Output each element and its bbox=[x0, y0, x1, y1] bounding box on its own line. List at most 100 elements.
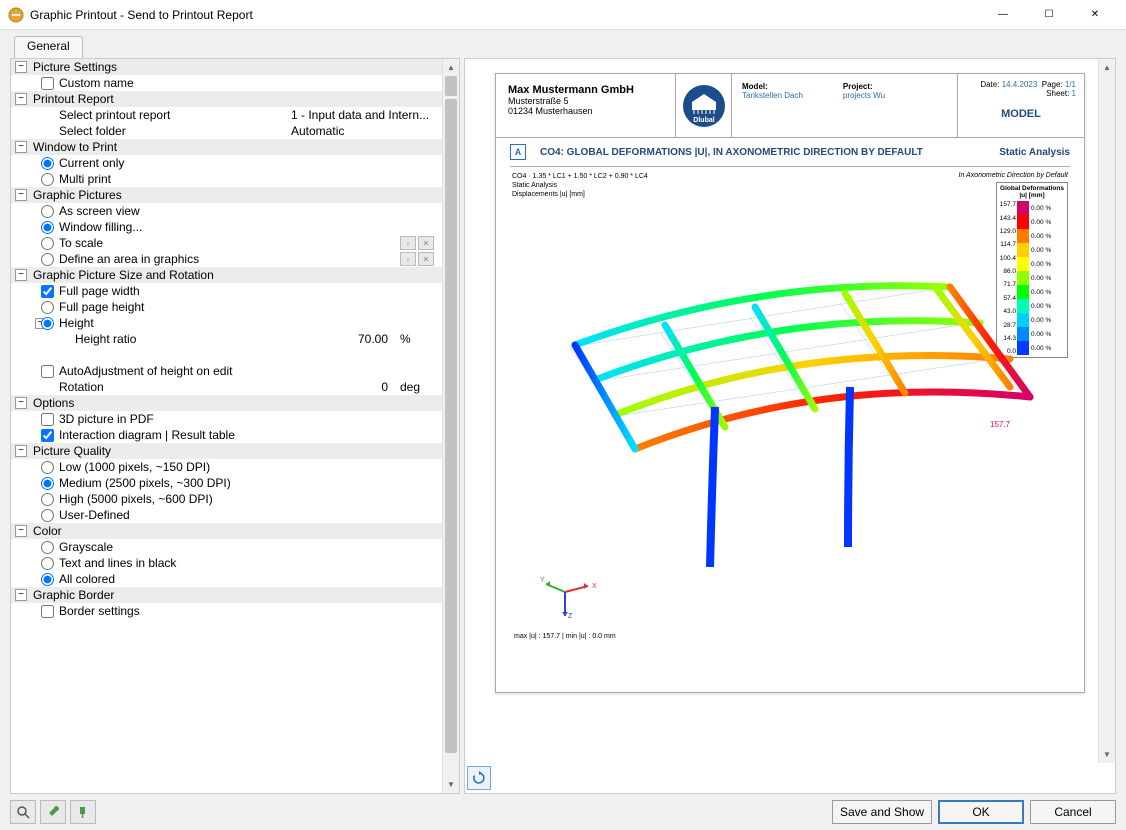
ok-button[interactable]: OK bbox=[938, 800, 1024, 824]
footer-bar: Save and Show OK Cancel bbox=[0, 794, 1126, 830]
scroll-up-icon[interactable]: ▲ bbox=[1099, 59, 1115, 76]
collapse-icon[interactable]: − bbox=[15, 93, 27, 105]
window-title: Graphic Printout - Send to Printout Repo… bbox=[30, 8, 980, 22]
scroll-up-icon[interactable]: ▲ bbox=[443, 59, 459, 76]
row-select-folder[interactable]: Select folder Automatic bbox=[11, 123, 442, 139]
collapse-icon[interactable]: − bbox=[15, 445, 27, 457]
row-custom-name[interactable]: Custom name bbox=[11, 75, 442, 91]
svg-text:Z: Z bbox=[568, 613, 573, 620]
current-only-radio[interactable] bbox=[41, 157, 54, 170]
section-graphic-pictures[interactable]: − Graphic Pictures bbox=[11, 187, 442, 203]
collapse-icon[interactable]: − bbox=[15, 141, 27, 153]
high-radio[interactable] bbox=[41, 493, 54, 506]
tab-general[interactable]: General bbox=[14, 36, 83, 58]
scroll-down-icon[interactable]: ▼ bbox=[443, 776, 459, 793]
section-printout-report[interactable]: − Printout Report bbox=[11, 91, 442, 107]
allcolored-radio[interactable] bbox=[41, 573, 54, 586]
auto-adjust-checkbox[interactable] bbox=[41, 365, 54, 378]
full-height-radio[interactable] bbox=[41, 301, 54, 314]
refresh-button[interactable] bbox=[467, 766, 491, 790]
low-radio[interactable] bbox=[41, 461, 54, 474]
row-high[interactable]: High (5000 pixels, ~600 DPI) bbox=[11, 491, 442, 507]
collapse-icon[interactable]: − bbox=[15, 61, 27, 73]
row-as-screen[interactable]: As screen view bbox=[11, 203, 442, 219]
tab-row: General bbox=[0, 30, 1126, 58]
svg-text:157.7: 157.7 bbox=[990, 420, 1011, 429]
maximize-button[interactable]: ☐ bbox=[1026, 0, 1072, 30]
minimize-button[interactable]: — bbox=[980, 0, 1026, 30]
doc-section-title: A CO4: GLOBAL DEFORMATIONS |U|, IN AXONO… bbox=[496, 138, 1084, 166]
multi-print-radio[interactable] bbox=[41, 173, 54, 186]
section-options[interactable]: − Options bbox=[11, 395, 442, 411]
picture3d-checkbox[interactable] bbox=[41, 413, 54, 426]
row-allcolored[interactable]: All colored bbox=[11, 571, 442, 587]
medium-radio[interactable] bbox=[41, 477, 54, 490]
section-letter-icon: A bbox=[510, 144, 526, 160]
settings-tree: − Picture Settings Custom name − Printou… bbox=[11, 59, 442, 793]
row-grayscale[interactable]: Grayscale bbox=[11, 539, 442, 555]
custom-name-checkbox[interactable] bbox=[41, 77, 54, 90]
row-define-area[interactable]: Define an area in graphics ▫✕ bbox=[11, 251, 442, 267]
left-scrollbar[interactable]: ▲ ▼ bbox=[442, 59, 459, 793]
cancel-button[interactable]: Cancel bbox=[1030, 800, 1116, 824]
settings-button[interactable] bbox=[40, 800, 66, 824]
document-page: Max Mustermann GmbH Musterstraße 5 01234… bbox=[495, 73, 1085, 693]
row-auto-adjust[interactable]: AutoAdjustment of height on edit bbox=[11, 363, 442, 379]
save-and-show-button[interactable]: Save and Show bbox=[832, 800, 932, 824]
scale-delete-icon[interactable]: ✕ bbox=[418, 236, 434, 250]
row-medium[interactable]: Medium (2500 pixels, ~300 DPI) bbox=[11, 475, 442, 491]
section-picture-quality[interactable]: − Picture Quality bbox=[11, 443, 442, 459]
section-graphic-border[interactable]: − Graphic Border bbox=[11, 587, 442, 603]
scroll-thumb[interactable] bbox=[445, 99, 457, 753]
deformation-render: 157.7 bbox=[520, 227, 1060, 607]
row-rotation[interactable]: Rotation 0 deg bbox=[11, 379, 442, 395]
scroll-down-icon[interactable]: ▼ bbox=[1099, 746, 1115, 763]
row-low[interactable]: Low (1000 pixels, ~150 DPI) bbox=[11, 459, 442, 475]
collapse-icon[interactable]: − bbox=[15, 189, 27, 201]
row-3d-pdf[interactable]: 3D picture in PDF bbox=[11, 411, 442, 427]
svg-text:Y: Y bbox=[540, 577, 545, 584]
to-scale-radio[interactable] bbox=[41, 237, 54, 250]
row-interaction[interactable]: Interaction diagram | Result table bbox=[11, 427, 442, 443]
scale-edit-icon[interactable]: ▫ bbox=[400, 236, 416, 250]
row-user[interactable]: User-Defined bbox=[11, 507, 442, 523]
define-area-radio[interactable] bbox=[41, 253, 54, 266]
section-size-rotation[interactable]: − Graphic Picture Size and Rotation bbox=[11, 267, 442, 283]
collapse-icon[interactable]: − bbox=[15, 589, 27, 601]
title-bar: Graphic Printout - Send to Printout Repo… bbox=[0, 0, 1126, 30]
section-window-to-print[interactable]: − Window to Print bbox=[11, 139, 442, 155]
row-textlines[interactable]: Text and lines in black bbox=[11, 555, 442, 571]
row-to-scale[interactable]: To scale ▫✕ bbox=[11, 235, 442, 251]
pin-button[interactable] bbox=[70, 800, 96, 824]
section-color[interactable]: − Color bbox=[11, 523, 442, 539]
collapse-icon[interactable]: − bbox=[15, 269, 27, 281]
interaction-checkbox[interactable] bbox=[41, 429, 54, 442]
row-multi-print[interactable]: Multi print bbox=[11, 171, 442, 187]
textlines-radio[interactable] bbox=[41, 557, 54, 570]
row-select-report[interactable]: Select printout report 1 - Input data an… bbox=[11, 107, 442, 123]
row-height[interactable]: − Height bbox=[11, 315, 442, 331]
window-filling-radio[interactable] bbox=[41, 221, 54, 234]
grayscale-radio[interactable] bbox=[41, 541, 54, 554]
row-window-filling[interactable]: Window filling... bbox=[11, 219, 442, 235]
row-current-only[interactable]: Current only bbox=[11, 155, 442, 171]
full-width-checkbox[interactable] bbox=[41, 285, 54, 298]
section-picture-settings[interactable]: − Picture Settings bbox=[11, 59, 442, 75]
preview-scrollbar[interactable]: ▲ ▼ bbox=[1098, 59, 1115, 763]
area-delete-icon[interactable]: ✕ bbox=[418, 252, 434, 266]
border-checkbox[interactable] bbox=[41, 605, 54, 618]
collapse-icon[interactable]: − bbox=[15, 397, 27, 409]
close-button[interactable]: ✕ bbox=[1072, 0, 1118, 30]
app-icon bbox=[8, 7, 24, 23]
user-radio[interactable] bbox=[41, 509, 54, 522]
height-radio[interactable] bbox=[41, 317, 54, 330]
row-border[interactable]: Border settings bbox=[11, 603, 442, 619]
row-full-width[interactable]: Full page width bbox=[11, 283, 442, 299]
row-height-ratio[interactable]: Height ratio 70.00 % bbox=[11, 331, 442, 347]
row-full-height[interactable]: Full page height bbox=[11, 299, 442, 315]
area-edit-icon[interactable]: ▫ bbox=[400, 252, 416, 266]
collapse-icon[interactable]: − bbox=[15, 525, 27, 537]
help-button[interactable] bbox=[10, 800, 36, 824]
as-screen-radio[interactable] bbox=[41, 205, 54, 218]
scroll-thumb-top[interactable] bbox=[445, 76, 457, 96]
